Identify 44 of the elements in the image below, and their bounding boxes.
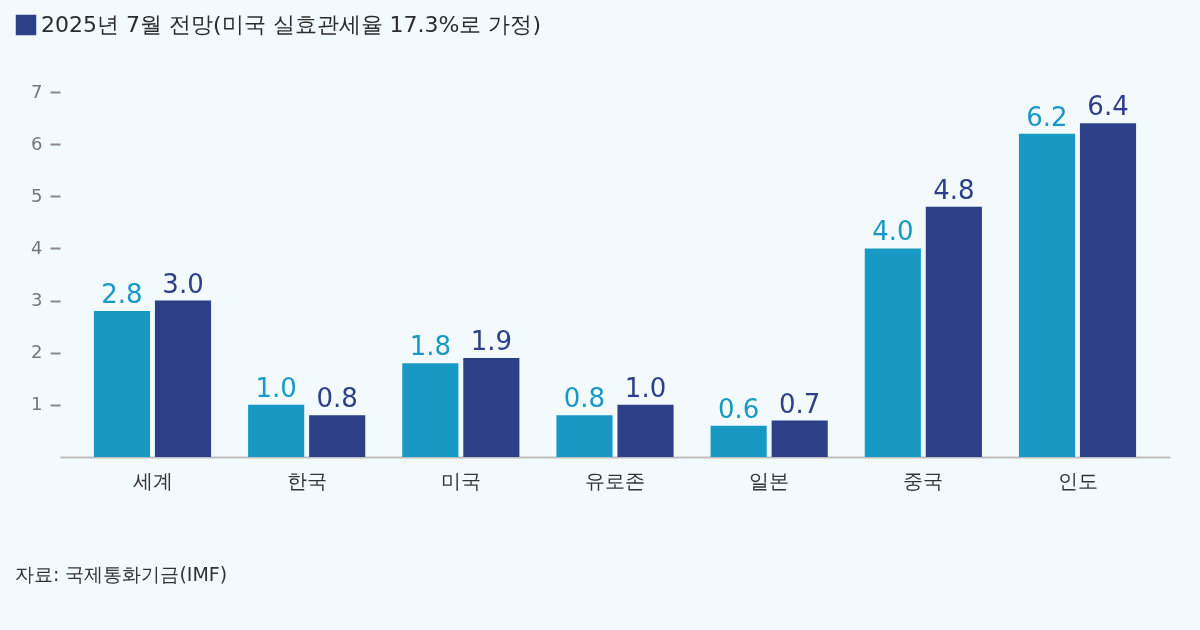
bar xyxy=(556,415,613,457)
x-tick-label: 유로존 xyxy=(585,468,645,493)
bar xyxy=(864,248,921,457)
data-label: 0.8 xyxy=(316,383,358,414)
bar xyxy=(1018,133,1076,457)
data-label: 2.8 xyxy=(101,279,143,309)
x-tick-label: 인도 xyxy=(1057,468,1098,493)
data-label: 3.0 xyxy=(162,268,204,299)
y-tick-label: 2 xyxy=(31,341,43,363)
bar xyxy=(402,363,459,457)
bar xyxy=(309,415,366,457)
data-label: 1.8 xyxy=(409,331,451,362)
y-tick-label: 6 xyxy=(31,132,43,154)
x-tick-label: 중국 xyxy=(903,468,944,493)
x-tick-label: 세계 xyxy=(132,468,173,493)
data-label: 1.9 xyxy=(470,325,513,356)
data-label: 6.4 xyxy=(1087,91,1129,122)
bar xyxy=(463,357,520,457)
data-label: 4.0 xyxy=(872,216,914,247)
bar xyxy=(154,300,212,457)
bar xyxy=(248,404,305,457)
y-tick-label: 3 xyxy=(31,289,43,311)
y-tick-label: 4 xyxy=(31,236,43,258)
bar xyxy=(1079,123,1137,457)
data-label: 0.8 xyxy=(563,383,606,414)
x-tick-label: 일본 xyxy=(749,468,790,493)
bar xyxy=(710,425,767,457)
x-tick-label: 한국 xyxy=(286,468,327,493)
bar xyxy=(617,404,674,457)
y-tick-label: 1 xyxy=(31,393,43,415)
data-label: 0.7 xyxy=(779,388,821,419)
data-label: 4.8 xyxy=(933,174,975,205)
text: 자료: 국제통화기금(IMF) xyxy=(15,563,228,585)
legend-label: 2025년 7월 전망(미국 실효관세율 17.3%로 가정) xyxy=(41,12,542,37)
data-label: 0.6 xyxy=(717,393,760,424)
data-label: 1.0 xyxy=(624,372,667,403)
y-tick-label: 7 xyxy=(31,80,43,102)
x-tick-label: 미국 xyxy=(440,468,481,493)
bar xyxy=(93,311,151,457)
bar xyxy=(925,206,982,457)
y-tick-label: 5 xyxy=(31,184,43,206)
data-label: 1.0 xyxy=(255,372,297,403)
data-label: 6.2 xyxy=(1026,101,1068,132)
bar xyxy=(771,420,828,457)
